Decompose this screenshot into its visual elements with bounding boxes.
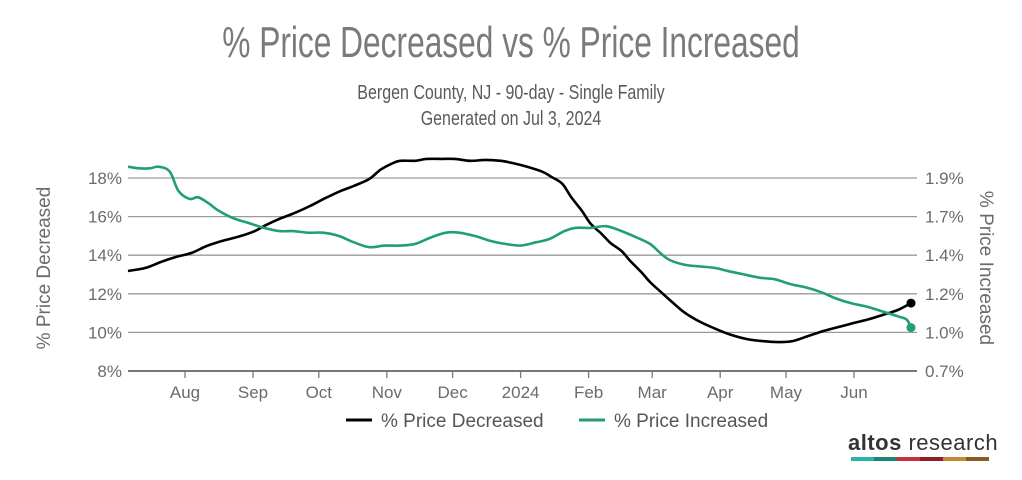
x-tick-label: Dec [437, 383, 468, 402]
logo-bar-segment [874, 457, 897, 461]
y-axis-left-label: % Price Decreased [34, 187, 55, 350]
y-tick-label-left: 14% [88, 246, 122, 265]
logo-bold-text: altos [848, 430, 902, 455]
x-tick-label: Apr [707, 383, 734, 402]
y-tick-label-right: 1.7% [925, 208, 964, 227]
x-tick-label: 2024 [502, 383, 540, 402]
legend: % Price Decreased % Price Increased [346, 411, 768, 432]
x-tick-label: Mar [638, 383, 668, 402]
logo-bar-segment [897, 457, 920, 461]
y-tick-label-right: 1.4% [925, 246, 964, 265]
series-line-price-increased [127, 165, 913, 329]
x-tick-label: Oct [306, 383, 333, 402]
series-line-price-decreased [127, 157, 912, 344]
y-axis-right-label: % Price Increased [975, 191, 996, 345]
legend-label-decreased: % Price Decreased [381, 411, 544, 432]
x-tick-label: Sep [238, 383, 268, 402]
logo-bar-segment [920, 457, 943, 461]
y-tick-label-right: 0.7% [925, 362, 964, 381]
generated-date: Generated on Jul 3, 2024 [420, 108, 602, 130]
chart-subtitle: Bergen County, NJ - 90-day - Single Fami… [357, 82, 665, 104]
y-tick-label-left: 16% [88, 208, 122, 227]
y-tick-label-right: 1.9% [925, 169, 964, 188]
y-tick-label-left: 12% [88, 285, 122, 304]
end-marker-price-decreased [906, 298, 916, 308]
altos-research-logo: altos research [848, 430, 998, 456]
logo-bar-segment [966, 457, 989, 461]
logo-light-text: research [901, 430, 999, 455]
y-tick-label-right: 1.2% [925, 285, 964, 304]
x-tick-label: May [770, 383, 803, 402]
y-tick-label-right: 1.0% [925, 323, 964, 342]
x-tick-label: Nov [372, 383, 403, 402]
x-tick-label: Feb [574, 383, 603, 402]
legend-label-increased: % Price Increased [614, 411, 768, 432]
y-tick-label-left: 10% [88, 323, 122, 342]
x-tick-label: Jun [840, 383, 867, 402]
y-tick-label-left: 8% [97, 362, 122, 381]
logo-bar-segment [943, 457, 966, 461]
chart-title: % Price Decreased vs % Price Increased [222, 18, 800, 67]
logo-bar-segment [851, 457, 874, 461]
x-tick-label: Aug [170, 383, 200, 402]
end-marker-price-increased [906, 323, 916, 333]
y-tick-label-left: 18% [88, 169, 122, 188]
